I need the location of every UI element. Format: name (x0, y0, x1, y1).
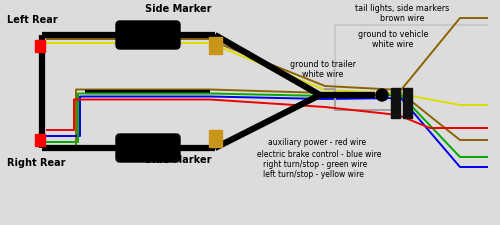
FancyBboxPatch shape (116, 21, 180, 49)
Bar (391, 88, 400, 118)
Circle shape (376, 89, 388, 101)
Text: electric brake control - blue wire: electric brake control - blue wire (257, 150, 382, 159)
Text: tail lights, side markers
brown wire: tail lights, side markers brown wire (355, 4, 449, 23)
Text: Left Rear: Left Rear (7, 15, 58, 25)
Bar (209, 37, 222, 54)
Text: Side Marker: Side Marker (145, 4, 211, 14)
Text: left turn/stop - yellow wire: left turn/stop - yellow wire (263, 170, 364, 179)
Bar (35, 134, 45, 146)
Text: Right Rear: Right Rear (7, 158, 66, 168)
Text: auxiliary power - red wire: auxiliary power - red wire (268, 138, 366, 147)
Text: ground to vehicle
white wire: ground to vehicle white wire (358, 30, 428, 50)
Text: right turn/stop - green wire: right turn/stop - green wire (263, 160, 367, 169)
Bar (209, 130, 222, 147)
Text: ground to trailer
white wire: ground to trailer white wire (290, 60, 356, 79)
Text: Side Marker: Side Marker (145, 155, 211, 165)
Bar (35, 40, 45, 52)
Bar (403, 88, 412, 118)
FancyBboxPatch shape (116, 134, 180, 162)
